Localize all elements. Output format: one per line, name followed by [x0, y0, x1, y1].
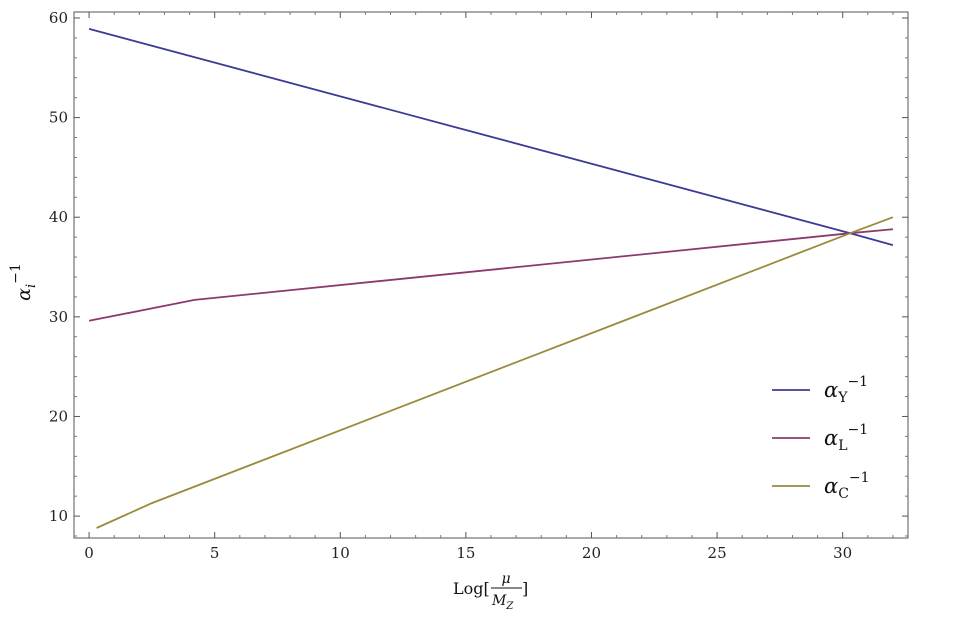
series-line-c: [96, 216, 894, 529]
y-axis-label-sup: −1: [8, 263, 24, 284]
legend-label-y: αY−1: [824, 374, 868, 406]
x-axis-label-numerator: μ: [501, 571, 510, 587]
x-axis-label-denominator: MZ: [491, 593, 514, 612]
x-axis-label-denominator-sub: Z: [505, 601, 514, 612]
y-axis-label: αi−1: [8, 263, 39, 301]
x-tick-label: 30: [833, 544, 852, 562]
x-tick-label: 10: [331, 544, 350, 562]
y-tick-label: 60: [49, 9, 68, 27]
y-tick-label: 30: [49, 308, 68, 326]
legend-label-c: αC−1: [824, 470, 870, 502]
y-axis-label-sub: i: [24, 284, 39, 288]
legend: αY−1αL−1αC−1: [772, 374, 870, 502]
x-axis-label-prefix: Log[: [453, 579, 490, 598]
x-axis-ticks: 0 5 10 15 20 25 30: [84, 12, 894, 562]
y-tick-label: 50: [49, 109, 68, 127]
legend-label-sub: Y: [837, 390, 848, 406]
series-layer: [88, 28, 894, 529]
plot-frame: [73, 11, 909, 539]
x-tick-label: 20: [582, 544, 601, 562]
legend-label-base: α: [824, 474, 838, 498]
legend-label-base: α: [824, 378, 838, 402]
y-tick-label: 20: [49, 407, 68, 425]
legend-label-sup: −1: [847, 422, 868, 438]
legend-label-sub: C: [838, 486, 849, 502]
y-axis-ticks: 10 20 30 40 50 60: [49, 9, 908, 537]
legend-label-sup: −1: [847, 374, 868, 390]
legend-label-l: αL−1: [824, 422, 868, 454]
legend-label-base: α: [824, 426, 838, 450]
x-axis-label-suffix: ]: [522, 579, 528, 598]
x-tick-label: 15: [456, 544, 475, 562]
legend-label-sup: −1: [849, 470, 870, 486]
x-axis-label-denominator-base: M: [491, 593, 507, 609]
series-line-l: [88, 228, 893, 322]
x-axis-label: Log[ μ MZ ]: [453, 571, 528, 612]
y-tick-label: 40: [49, 208, 68, 226]
x-tick-label: 0: [84, 544, 94, 562]
series-line-y: [88, 28, 894, 246]
legend-label-sub: L: [838, 438, 847, 454]
x-tick-label: 25: [708, 544, 727, 562]
x-tick-label: 5: [210, 544, 220, 562]
y-tick-label: 10: [49, 507, 68, 525]
y-axis-label-base: α: [13, 288, 35, 301]
